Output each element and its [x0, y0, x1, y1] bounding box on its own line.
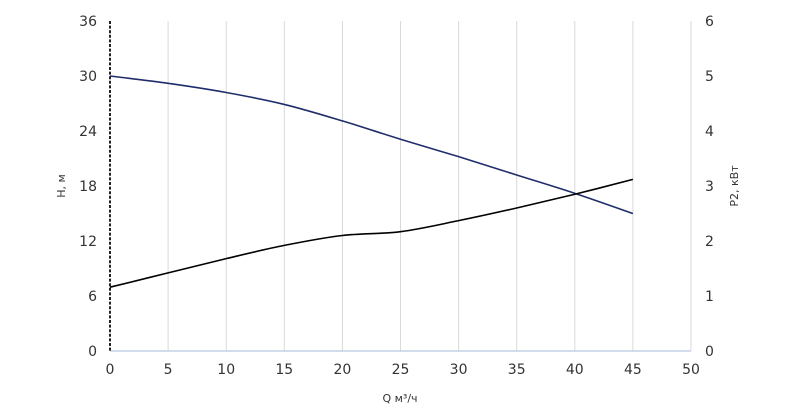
x-axis-title: Q м³/ч — [382, 392, 417, 405]
x-tick-label: 25 — [392, 362, 410, 378]
x-tick-label: 10 — [217, 362, 235, 378]
y-left-tick-label: 18 — [79, 179, 97, 195]
x-tick-label: 45 — [624, 362, 642, 378]
y-right-tick-labels: 0 1 2 3 4 5 6 — [705, 14, 714, 360]
y-left-tick-label: 24 — [79, 124, 97, 140]
y-left-tick-label: 30 — [79, 69, 97, 85]
y-right-axis-title: P2, кВт — [728, 165, 741, 207]
x-tick-label: 30 — [450, 362, 468, 378]
y-right-tick-label: 0 — [705, 344, 714, 360]
y-right-tick-label: 6 — [705, 14, 714, 30]
y-left-tick-label: 12 — [79, 234, 97, 250]
x-tick-label: 35 — [508, 362, 526, 378]
x-tick-label: 50 — [682, 362, 700, 378]
x-tick-label: 20 — [333, 362, 351, 378]
head-curve-line — [109, 75, 634, 215]
x-tick-label: 0 — [106, 362, 115, 378]
x-tick-label: 15 — [275, 362, 293, 378]
power-curve-line — [109, 178, 634, 288]
y-left-tick-labels: 0 6 12 18 24 30 36 — [79, 14, 97, 360]
y-left-tick-label: 36 — [79, 14, 97, 30]
x-tick-label: 5 — [164, 362, 173, 378]
x-tick-label: 40 — [566, 362, 584, 378]
y-right-tick-label: 5 — [705, 69, 714, 85]
y-left-axis-title: H, м — [55, 174, 68, 198]
series-lines — [109, 75, 634, 288]
vertical-grid — [167, 21, 692, 351]
y-left-tick-label: 0 — [88, 344, 97, 360]
y-right-tick-label: 2 — [705, 234, 714, 250]
y-right-tick-label: 3 — [705, 179, 714, 195]
x-tick-labels: 0 5 10 15 20 25 30 35 40 45 50 — [106, 362, 700, 378]
y-right-tick-label: 1 — [705, 289, 714, 305]
y-right-tick-label: 4 — [705, 124, 714, 140]
axes — [109, 21, 692, 352]
y-left-tick-label: 6 — [88, 289, 97, 305]
